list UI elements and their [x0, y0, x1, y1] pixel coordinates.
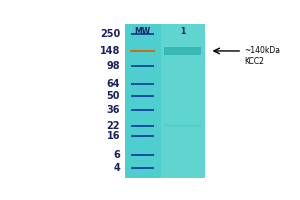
Bar	[131, 109, 154, 111]
Bar	[131, 135, 154, 137]
Bar	[125, 24, 161, 178]
Bar	[130, 50, 155, 52]
Bar	[131, 167, 154, 169]
Bar	[131, 95, 154, 97]
Bar	[131, 154, 154, 156]
Text: 22: 22	[106, 121, 120, 131]
Bar	[131, 65, 154, 67]
Bar	[131, 83, 154, 85]
Text: 36: 36	[106, 105, 120, 115]
Bar	[131, 33, 154, 35]
Text: 4: 4	[113, 163, 120, 173]
Text: ~140kDa
KCC2: ~140kDa KCC2	[244, 46, 280, 66]
Text: MW: MW	[135, 27, 151, 36]
Text: 1: 1	[180, 27, 185, 36]
Bar	[164, 47, 201, 55]
Text: 64: 64	[106, 79, 120, 89]
Text: 98: 98	[106, 61, 120, 71]
Bar	[131, 125, 154, 127]
Text: 6: 6	[113, 150, 120, 160]
Bar	[164, 124, 201, 127]
Bar	[125, 24, 205, 178]
Bar	[161, 24, 205, 178]
Text: 148: 148	[100, 46, 120, 56]
Text: 50: 50	[106, 91, 120, 101]
Text: 250: 250	[100, 29, 120, 39]
Text: 16: 16	[106, 131, 120, 141]
